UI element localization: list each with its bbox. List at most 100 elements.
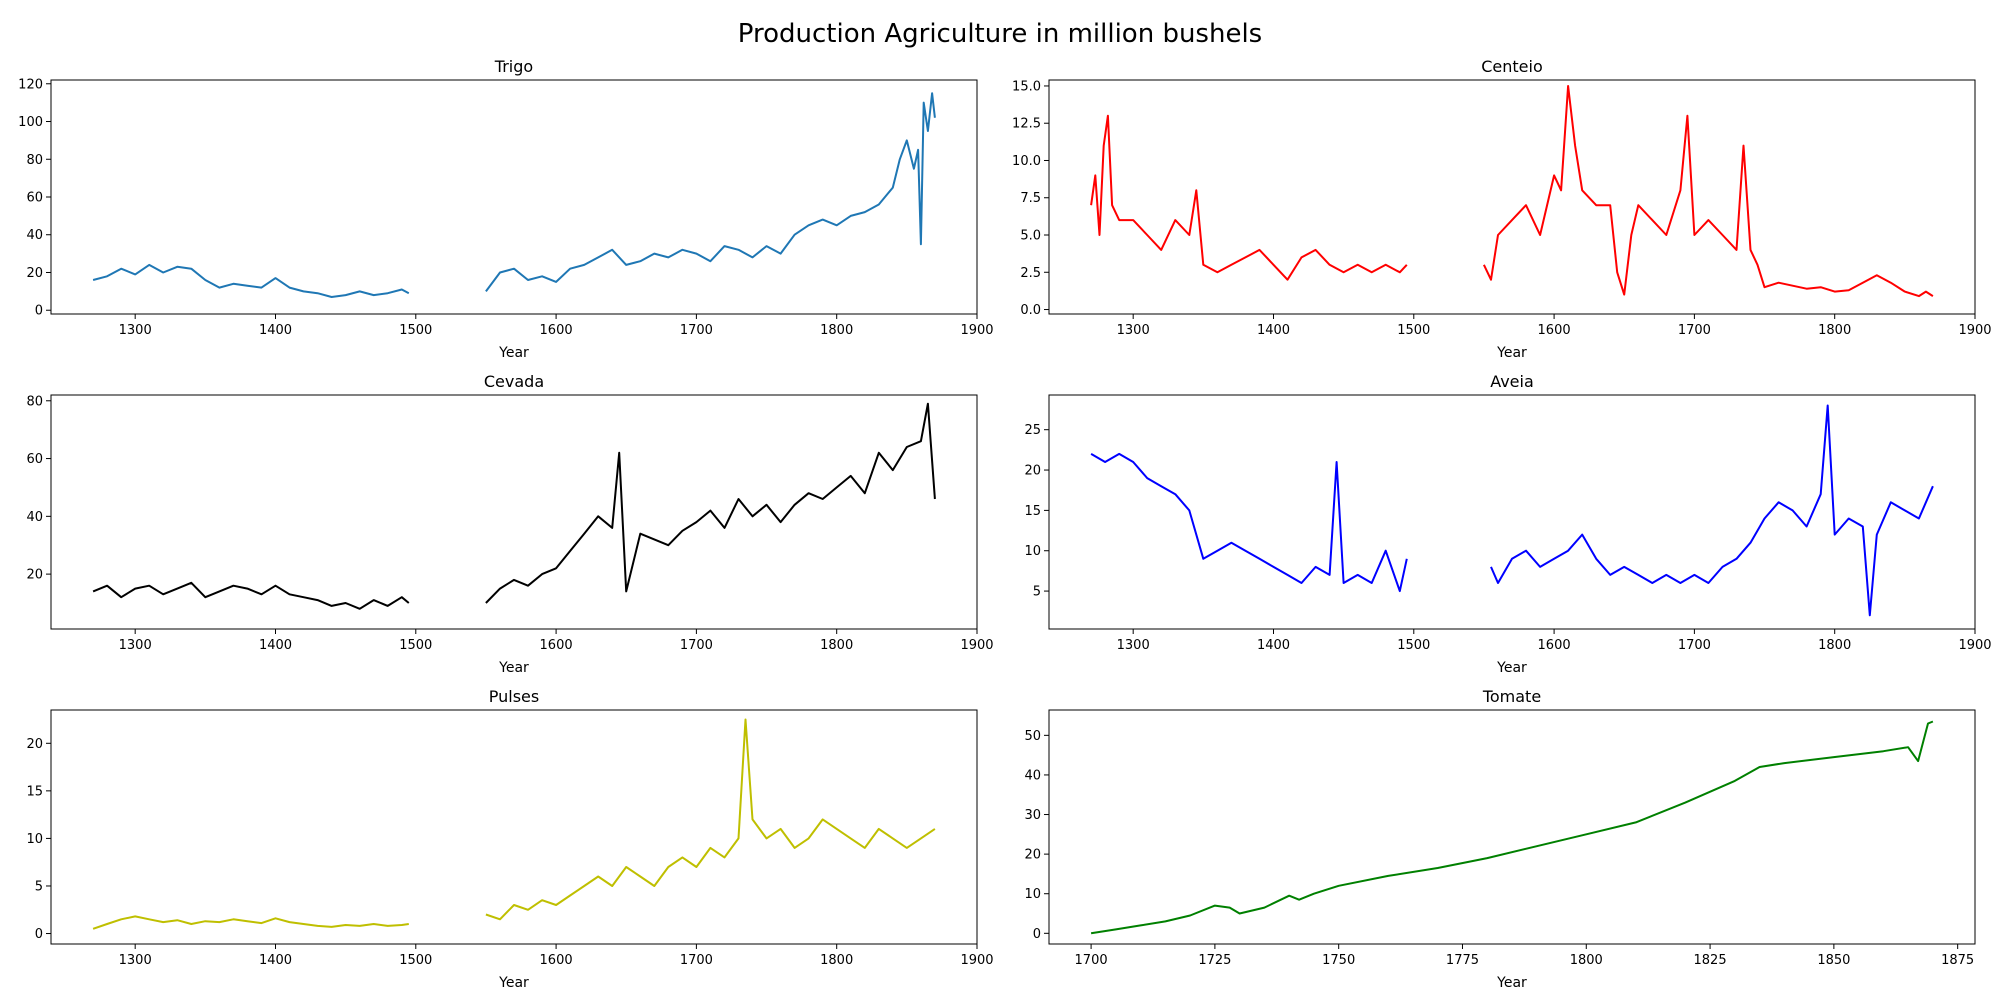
pulses-ytick-label: 10	[26, 832, 43, 847]
centeio-series-line-1	[1090, 114, 1408, 281]
centeio-ytick-label: 5.0	[1020, 229, 1041, 244]
chart-trigo: Trigo Year 1300 1400 1500 1600 1700 1800 1900 0 20…	[18, 57, 993, 361]
tomate-ytick-label: 0	[1033, 927, 1041, 942]
centeio-xtick-label: 1700	[1678, 323, 1711, 338]
pulses-series-line-2	[485, 718, 936, 921]
cevada-series-group	[92, 402, 936, 610]
pulses-ytick-label: 0	[35, 927, 43, 942]
trigo-title: Trigo	[494, 57, 533, 76]
trigo-xtick-label: 1500	[399, 323, 432, 338]
aveia-series-line-1	[1090, 452, 1408, 593]
aveia-series-group	[1090, 404, 1934, 617]
tomate-xtick-label: 1750	[1322, 953, 1355, 968]
cevada-ytick-label: 40	[26, 510, 43, 525]
cevada-ytick-label: 60	[26, 452, 43, 467]
pulses-series-line-1	[92, 915, 409, 930]
centeio-title: Centeio	[1481, 57, 1543, 76]
aveia-ytick-label: 20	[1024, 464, 1041, 479]
tomate-ytick-label: 40	[1024, 768, 1041, 783]
centeio-xtick-label: 1600	[1538, 323, 1571, 338]
trigo-plot-frame	[50, 79, 978, 315]
pulses-xtick-label: 1400	[259, 953, 292, 968]
cevada-ytick-label: 80	[26, 394, 43, 409]
aveia-ytick-label: 10	[1024, 544, 1041, 559]
cevada-series-line-2	[485, 402, 936, 604]
centeio-series-group	[1090, 85, 1934, 298]
pulses-xlabel: Year	[498, 975, 529, 991]
aveia-plot-frame	[1048, 394, 1976, 630]
aveia-title: Aveia	[1490, 372, 1534, 391]
chart-pulses: Pulses Year 1300 1400 1500 1600 1700 1800 1900 0 5…	[26, 687, 993, 991]
aveia-ytick-label: 25	[1024, 423, 1041, 438]
pulses-plot-frame	[50, 709, 978, 945]
centeio-ytick-label: 10.0	[1012, 154, 1041, 169]
tomate-title: Tomate	[1482, 687, 1541, 706]
trigo-xtick-label: 1800	[820, 323, 853, 338]
aveia-xlabel: Year	[1496, 660, 1527, 676]
aveia-xtick-label: 1900	[1958, 638, 1991, 653]
aveia-ytick-label: 15	[1024, 504, 1041, 519]
trigo-ytick-label: 120	[18, 77, 43, 92]
tomate-ytick-label: 20	[1024, 848, 1041, 863]
aveia-xtick-label: 1400	[1257, 638, 1290, 653]
tomate-xtick-label: 1700	[1075, 953, 1108, 968]
cevada-xtick-label: 1900	[960, 638, 993, 653]
pulses-xtick-label: 1800	[820, 953, 853, 968]
pulses-xtick-label: 1900	[960, 953, 993, 968]
centeio-xlabel: Year	[1496, 345, 1527, 361]
tomate-xtick-label: 1850	[1817, 953, 1850, 968]
centeio-xtick-label: 1800	[1818, 323, 1851, 338]
trigo-xlabel: Year	[498, 345, 529, 361]
pulses-title: Pulses	[489, 687, 539, 706]
centeio-xtick-label: 1500	[1397, 323, 1430, 338]
centeio-ytick-label: 7.5	[1020, 191, 1041, 206]
pulses-ytick-label: 20	[26, 737, 43, 752]
aveia-xtick-label: 1600	[1538, 638, 1571, 653]
aveia-xtick-label: 1500	[1397, 638, 1430, 653]
cevada-title: Cevada	[484, 372, 544, 391]
cevada-xtick-label: 1400	[259, 638, 292, 653]
pulses-xtick-label: 1500	[399, 953, 432, 968]
centeio-ytick-label: 0.0	[1020, 303, 1041, 318]
trigo-ytick-label: 0	[35, 304, 43, 319]
tomate-xtick-label: 1875	[1941, 953, 1974, 968]
tomate-xtick-label: 1775	[1446, 953, 1479, 968]
tomate-ytick-label: 10	[1024, 887, 1041, 902]
trigo-ytick-label: 100	[18, 115, 43, 130]
aveia-series-line-2	[1490, 404, 1934, 617]
chart-tomate: Tomate Year 1700 1725 1750 1775 1800 1825 1850 18…	[1024, 687, 1976, 991]
trigo-ytick-label: 80	[26, 153, 43, 168]
centeio-plot-frame	[1048, 79, 1976, 315]
pulses-xtick-label: 1700	[680, 953, 713, 968]
tomate-ytick-label: 30	[1024, 808, 1041, 823]
trigo-xtick-label: 1900	[960, 323, 993, 338]
tomate-series-group	[1090, 720, 1934, 935]
trigo-xtick-label: 1700	[680, 323, 713, 338]
centeio-ytick-label: 2.5	[1020, 266, 1041, 281]
trigo-ytick-label: 40	[26, 228, 43, 243]
cevada-xtick-label: 1700	[680, 638, 713, 653]
figure-suptitle: Production Agriculture in million bushel…	[738, 19, 1262, 49]
chart-aveia: Aveia Year 1300 1400 1500 1600 1700 1800 1900 5 10…	[1024, 372, 1991, 676]
cevada-xtick-label: 1600	[540, 638, 573, 653]
centeio-xtick-label: 1900	[1958, 323, 1991, 338]
tomate-ytick-label: 50	[1024, 729, 1041, 744]
tomate-xtick-label: 1800	[1570, 953, 1603, 968]
cevada-plot-frame	[50, 394, 978, 630]
trigo-ytick-label: 60	[26, 191, 43, 206]
aveia-ytick-label: 5	[1033, 585, 1041, 600]
trigo-xtick-label: 1300	[119, 323, 152, 338]
aveia-xtick-label: 1800	[1818, 638, 1851, 653]
centeio-ytick-label: 12.5	[1012, 117, 1041, 132]
tomate-xlabel: Year	[1496, 975, 1527, 991]
tomate-xtick-label: 1825	[1694, 953, 1727, 968]
cevada-series-line-1	[92, 581, 410, 610]
trigo-series-line-1	[92, 263, 410, 298]
pulses-xtick-label: 1600	[540, 953, 573, 968]
tomate-xtick-label: 1725	[1198, 953, 1231, 968]
aveia-xtick-label: 1300	[1117, 638, 1150, 653]
trigo-series-line-2	[485, 92, 936, 292]
centeio-ytick-label: 15.0	[1012, 79, 1041, 94]
cevada-ytick-label: 20	[26, 568, 43, 583]
